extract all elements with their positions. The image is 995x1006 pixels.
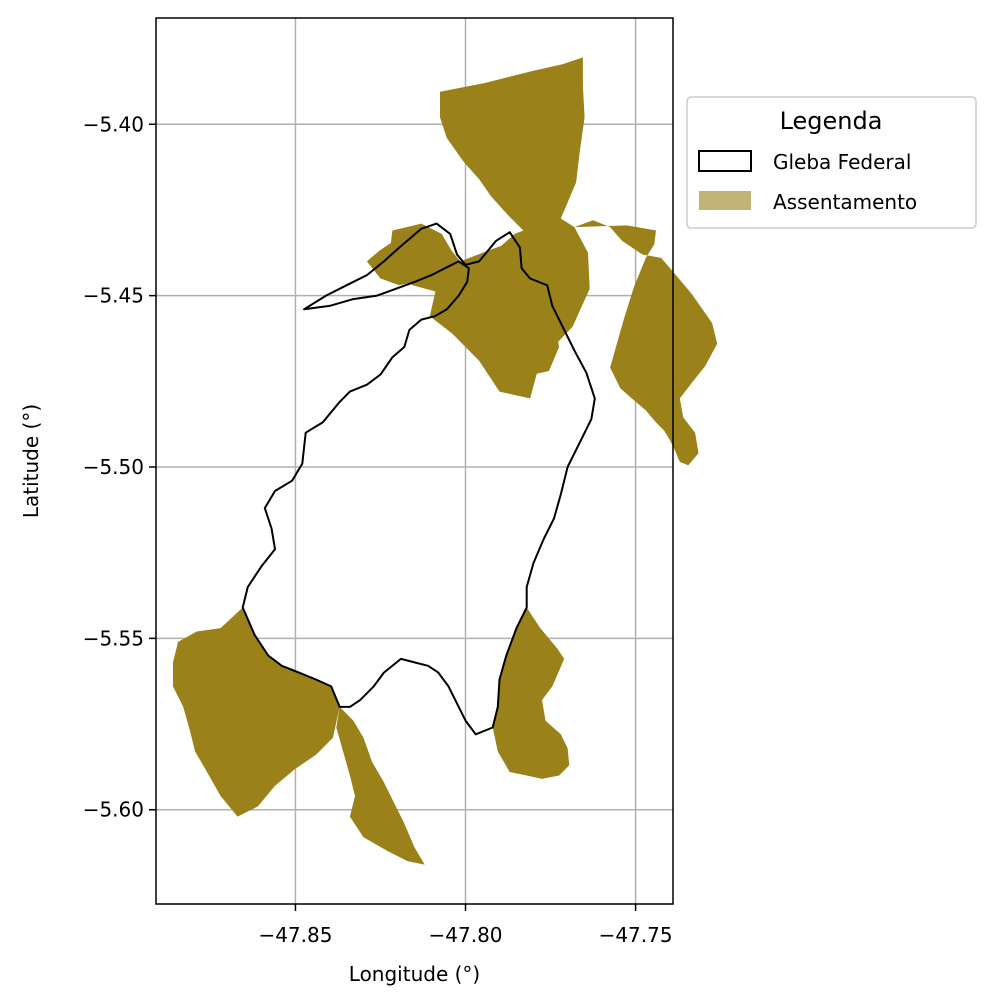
y-tick-label: −5.50 bbox=[83, 455, 144, 479]
assentamento-polygon bbox=[504, 285, 560, 375]
legend-label-assentamento: Assentamento bbox=[773, 190, 917, 214]
x-tick-label: −47.75 bbox=[599, 923, 673, 947]
y-tick-label: −5.60 bbox=[83, 798, 144, 822]
legend-swatch-gleba-federal bbox=[698, 150, 752, 172]
x-tick-label: −47.85 bbox=[258, 923, 332, 947]
assentamento-polygon bbox=[429, 57, 718, 466]
legend-frame bbox=[686, 96, 977, 229]
assentamento-polygon bbox=[366, 240, 432, 286]
y-tick-label: −5.40 bbox=[83, 112, 144, 136]
legend-title: Legenda bbox=[780, 107, 883, 135]
gleba-federal-polygon bbox=[241, 222, 596, 736]
axis-ticks: −47.85 −47.80 −47.75 −5.40 −5.45 −5.50 −5.55 −5… bbox=[83, 112, 673, 947]
y-tick-label: −5.45 bbox=[83, 284, 144, 308]
x-axis-title: Longitude (°) bbox=[349, 962, 480, 986]
plot-frame bbox=[155, 17, 674, 905]
assentamento-polygon bbox=[336, 706, 425, 865]
assentamento-polygon bbox=[492, 607, 570, 779]
y-tick-label: −5.55 bbox=[83, 626, 144, 650]
assentamento-polygon bbox=[173, 607, 340, 817]
y-axis-title: Latitude (°) bbox=[19, 404, 43, 518]
legend-label-gleba-federal: Gleba Federal bbox=[773, 150, 911, 174]
legend: Legenda Gleba Federal Assentamento bbox=[686, 96, 977, 229]
map-layers bbox=[173, 57, 718, 865]
legend-swatch-assentamento bbox=[699, 191, 751, 210]
x-tick-label: −47.80 bbox=[429, 923, 503, 947]
